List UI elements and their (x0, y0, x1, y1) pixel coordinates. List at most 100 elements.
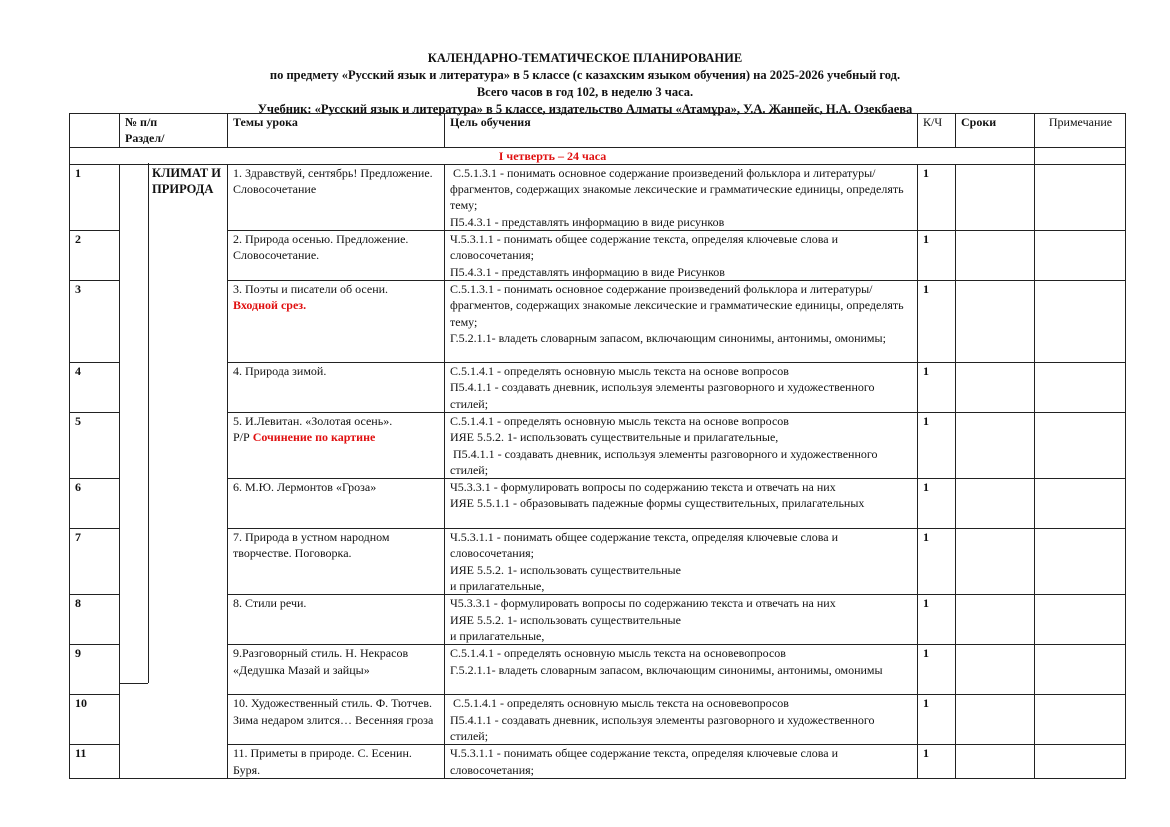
row-number: 2 (69, 230, 120, 281)
header-row: № п/п Раздел/ Темы урока Цель обучения К/… (69, 113, 1126, 148)
goal-line: П5.4.3.1 - представлять информацию в вид… (450, 214, 725, 229)
header-note: Примечание (1034, 113, 1126, 148)
note-cell[interactable] (1034, 694, 1126, 746)
document-title-block: КАЛЕНДАРНО-ТЕМАТИЧЕСКОЕ ПЛАНИРОВАНИЕ по … (0, 50, 1170, 118)
dates-cell[interactable] (955, 163, 1035, 232)
header-hours: К/Ч (917, 113, 956, 148)
goal-line: и прилагательные, (450, 628, 545, 643)
dates-cell[interactable] (955, 528, 1035, 596)
hours-cell: 1 (917, 163, 956, 232)
goal-line: Ч5.3.3.1 - формулировать вопросы по соде… (450, 596, 836, 611)
goal-line: ИЯЕ 5.5.2. 1- использовать существительн… (450, 562, 681, 577)
title-main: КАЛЕНДАРНО-ТЕМАТИЧЕСКОЕ ПЛАНИРОВАНИЕ (427, 51, 743, 65)
hours-cell: 1 (917, 528, 956, 596)
quarter-row: I четверть – 24 часа (69, 146, 1126, 165)
row-number: 1 (69, 163, 120, 232)
goal-line: Ч5.3.3.1 - формулировать вопросы по соде… (450, 480, 836, 495)
note-cell[interactable] (1034, 594, 1126, 646)
goal-line: Ч.5.3.1.1 - понимать общее содержание те… (450, 746, 842, 777)
row-number: 6 (69, 478, 120, 530)
row-number: 3 (69, 279, 120, 363)
topic-text: 5. И.Левитан. «Золотая осень». (233, 413, 393, 428)
note-cell[interactable] (1034, 411, 1126, 480)
goal-line: С.5.1.3.1 - понимать основное содержание… (450, 281, 907, 329)
row-number: 5 (69, 411, 120, 480)
dates-cell[interactable] (955, 279, 1035, 363)
topic-cell: 11. Приметы в природе. С. Есенин. Буря. (227, 744, 445, 780)
goal-line: С.5.1.4.1 - определять основную мысль те… (450, 696, 789, 711)
table-row: 9 9.Разговорный стиль. Н. Некрасов «Деду… (69, 644, 1126, 696)
topic-text: 1. Здравствуй, сентябрь! Предложение. Сл… (233, 165, 433, 197)
topic-text: 6. М.Ю. Лермонтов «Гроза» (233, 480, 377, 495)
goal-line: Ч.5.3.1.1 - понимать общее содержание те… (450, 530, 842, 561)
table-row: 3 3. Поэты и писатели об осени. Входной ср… (69, 279, 1126, 363)
note-cell[interactable] (1034, 744, 1126, 780)
goal-cell: С.5.1.3.1 - понимать основное содержание… (444, 279, 918, 363)
note-cell[interactable] (1034, 478, 1126, 530)
topic-cell: 6. М.Ю. Лермонтов «Гроза» (227, 478, 445, 530)
note-cell[interactable] (1034, 644, 1126, 696)
header-num: № п/п (125, 115, 158, 129)
goal-line: П5.4.1.1 - создавать дневник, используя … (450, 380, 878, 411)
header-empty (69, 113, 120, 148)
row-number: 8 (69, 594, 120, 646)
goal-cell: С.5.1.4.1 - определять основную мысль те… (444, 361, 918, 413)
row-number: 11 (69, 744, 120, 780)
dates-cell[interactable] (955, 594, 1035, 646)
hours-cell: 1 (917, 644, 956, 696)
dates-cell[interactable] (955, 230, 1035, 281)
hours-cell: 1 (917, 279, 956, 363)
row-number: 10 (69, 694, 120, 746)
goal-cell: С.5.1.4.1 - определять основную мысль те… (444, 411, 918, 480)
dates-cell[interactable] (955, 361, 1035, 413)
dates-cell[interactable] (955, 478, 1035, 530)
quarter-note (1034, 146, 1126, 165)
hours-cell: 1 (917, 411, 956, 480)
note-cell[interactable] (1034, 361, 1126, 413)
goal-cell: Ч5.3.3.1 - формулировать вопросы по соде… (444, 478, 918, 530)
goal-line: ИЯЕ 5.5.2. 1- использовать существительн… (450, 612, 681, 627)
topic-highlight: Сочинение по картине (252, 430, 376, 445)
topic-cell: 2. Природа осенью. Предложение. Словосоч… (227, 230, 445, 281)
hours-cell: 1 (917, 594, 956, 646)
table-row: 8 8. Стили речи. Ч5.3.3.1 - формулировать … (69, 594, 1126, 646)
note-cell[interactable] (1034, 230, 1126, 281)
table-row: 6 6. М.Ю. Лермонтов «Гроза» Ч5.3.3.1 - фор… (69, 478, 1126, 530)
section-divider (148, 163, 149, 683)
title-subject: по предмету «Русский язык и литература» … (269, 68, 901, 82)
topic-cell: 1. Здравствуй, сентябрь! Предложение. Сл… (227, 163, 445, 232)
dates-cell[interactable] (955, 411, 1035, 480)
goal-line: Г.5.2.1.1- владеть словарным запасом, вк… (450, 330, 886, 345)
hours-cell: 1 (917, 361, 956, 413)
topic-cell: 8. Стили речи. (227, 594, 445, 646)
topic-text: 3. Поэты и писатели об осени. (233, 281, 389, 296)
goal-line: С.5.1.3.1 - понимать основное содержание… (450, 165, 907, 213)
goal-line: П5.4.3.1 - представлять информацию в вид… (450, 264, 725, 279)
goal-cell: С.5.1.3.1 - понимать основное содержание… (444, 163, 918, 232)
table-row: 4 4. Природа зимой. С.5.1.4.1 - определять… (69, 361, 1126, 413)
table-row: 1 КЛИМАТ И ПРИРОДА 1. Здравствуй, сентябрь… (69, 163, 1126, 780)
dates-cell[interactable] (955, 744, 1035, 780)
topic-text: 2. Природа осенью. Предложение. Словосоч… (233, 232, 409, 263)
topic-text: 7. Природа в устном народном творчестве.… (233, 530, 390, 561)
row-number: 4 (69, 361, 120, 413)
goal-line: ИЯЕ 5.5.1.1 - образовывать падежные форм… (450, 496, 865, 511)
dates-cell[interactable] (955, 694, 1035, 746)
dates-cell[interactable] (955, 644, 1035, 696)
table-row: 10 10. Художественный стиль. Ф. Тютчев. З… (69, 694, 1126, 746)
goal-line: Ч.5.3.1.1 - понимать общее содержание те… (450, 232, 842, 263)
topic-cell: 3. Поэты и писатели об осени. Входной сре… (227, 279, 445, 363)
goal-cell: Ч.5.3.1.1 - понимать общее содержание те… (444, 528, 918, 596)
goal-line: ИЯЕ 5.5.2. 1- использовать существительн… (450, 430, 779, 445)
hours-cell: 1 (917, 230, 956, 281)
topic-cell: 7. Природа в устном народном творчестве.… (227, 528, 445, 596)
goal-cell: С.5.1.4.1 - определять основную мысль те… (444, 644, 918, 696)
goal-line: С.5.1.4.1 - определять основную мысль те… (450, 646, 786, 661)
note-cell[interactable] (1034, 279, 1126, 363)
note-cell[interactable] (1034, 528, 1126, 596)
goal-line: П5.4.1.1 - создавать дневник, используя … (450, 446, 881, 477)
goal-line: С.5.1.4.1 - определять основную мысль те… (450, 413, 789, 428)
table-row: 2 2. Природа осенью. Предложение. Словосо… (69, 230, 1126, 281)
note-cell[interactable] (1034, 163, 1126, 232)
topic-highlight: Входной срез. (233, 298, 307, 313)
